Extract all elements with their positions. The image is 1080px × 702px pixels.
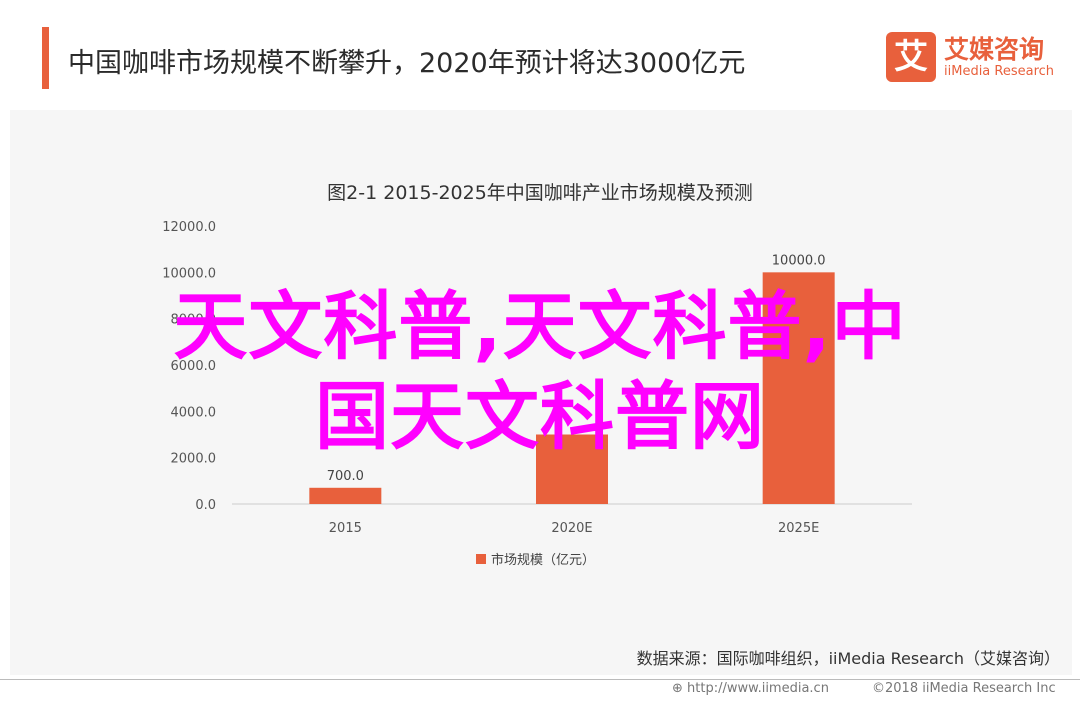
x-tick-label: 2025E (778, 521, 819, 536)
bar (536, 434, 608, 504)
watermark-overlay-line-2: 国天文科普网 (315, 374, 765, 460)
footer-url: http://www.iimedia.cn (687, 681, 829, 696)
y-tick-label: 12000.0 (162, 220, 216, 235)
footer-divider (0, 679, 1080, 680)
y-tick-label: 8000.0 (171, 313, 217, 328)
bar-data-label: 10000.0 (772, 253, 826, 268)
footer-copyright: ©2018 iiMedia Research Inc (872, 681, 1056, 696)
legend-label: 市场规模（亿元） (491, 552, 595, 568)
logo-english-text: iiMedia Research (944, 64, 1055, 79)
data-source: 数据来源：国际咖啡组织，iiMedia Research（艾媒咨询） (636, 649, 1060, 668)
y-tick-label: 10000.0 (162, 266, 216, 281)
chart-title: 图2-1 2015-2025年中国咖啡产业市场规模及预测 (327, 182, 753, 204)
logo-mark: 艾 (886, 32, 936, 82)
bar (762, 272, 835, 504)
y-tick-label: 2000.0 (171, 452, 217, 467)
headline: 中国咖啡市场规模不断攀升，2020年预计将达3000亿元 (68, 48, 746, 79)
bar-data-label: 700.0 (327, 469, 364, 484)
footer (0, 681, 1080, 702)
chart-panel (10, 110, 1072, 675)
y-tick-label: 6000.0 (171, 359, 217, 374)
header-accent-bar (42, 27, 49, 89)
x-tick-label: 2020E (551, 521, 592, 536)
y-tick-label: 0.0 (195, 498, 216, 513)
iimedia-logo[interactable]: 艾 艾媒咨询 iiMedia Research (886, 30, 1066, 86)
legend-swatch (476, 554, 486, 564)
footer-url-link[interactable]: ⊕ http://www.iimedia.cn (672, 681, 829, 696)
logo-chinese-text: 艾媒咨询 (944, 35, 1045, 64)
header: 中国咖啡市场规模不断攀升，2020年预计将达3000亿元 艾 艾媒咨询 iiMe… (0, 0, 1080, 110)
globe-icon: ⊕ (672, 681, 683, 696)
watermark-overlay-line-1: 天文科普,天文科普,中 (173, 284, 907, 370)
bar (309, 487, 382, 504)
y-tick-label: 4000.0 (171, 405, 217, 420)
x-tick-label: 2015 (329, 521, 362, 536)
